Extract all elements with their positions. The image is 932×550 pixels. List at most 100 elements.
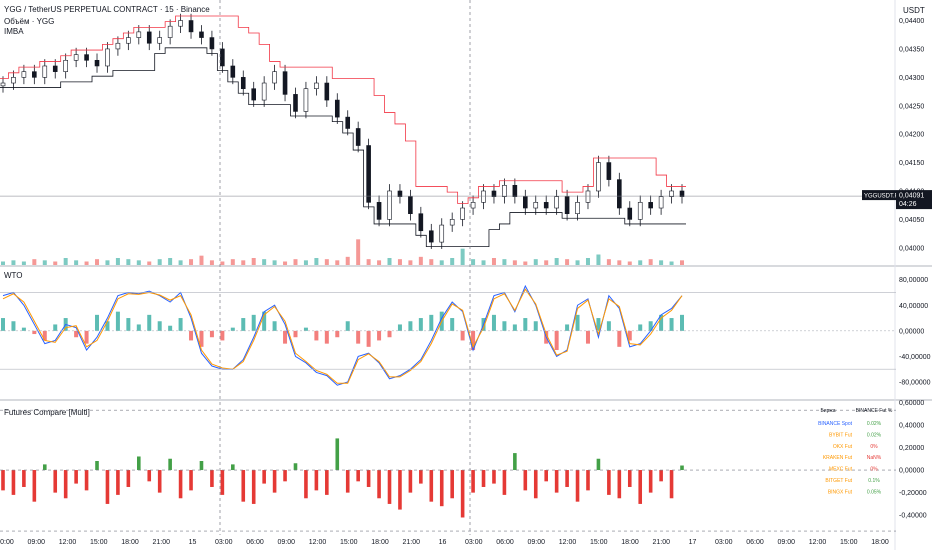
imba-legend[interactable]: IMBA <box>4 27 24 36</box>
candle-body <box>617 179 622 209</box>
candle-body <box>512 184 518 197</box>
volume-bar <box>512 260 517 265</box>
candle-body <box>126 37 131 44</box>
volume-bar <box>669 261 674 265</box>
futures-compare-bar <box>638 470 643 504</box>
volume-bar <box>283 261 288 265</box>
futures-compare-bar <box>293 463 298 471</box>
wto-tick-label: -40,00000 <box>899 354 931 361</box>
futures-compare-bar <box>565 470 569 487</box>
wto-tick-label: 80,00000 <box>899 277 928 284</box>
futures-compare-bar <box>481 470 486 487</box>
time-tick-label: 06:00 <box>496 539 514 546</box>
table-exchange-name: BYBIT Fut <box>829 432 853 438</box>
candle-body <box>648 202 653 209</box>
candle-body <box>669 190 674 197</box>
candle-body <box>63 59 68 72</box>
futures-compare-bar <box>575 470 580 502</box>
wto-histogram-bar <box>450 318 455 331</box>
time-tick-label: 12:00 <box>59 539 77 546</box>
futures-compare-bar <box>147 470 152 482</box>
candle-body <box>293 94 298 112</box>
wto-histogram-bar <box>262 311 267 331</box>
wto-histogram-bar <box>554 330 559 351</box>
volume-bar <box>471 259 476 265</box>
futures-compare-bar <box>586 470 590 491</box>
volume-bar <box>356 239 361 265</box>
price-pane[interactable] <box>0 13 686 249</box>
symbol-title[interactable]: YGG / TetherUS PERPETUAL CONTRACT · 15 ·… <box>4 5 210 14</box>
wto-tick-label: 0,00000 <box>899 328 924 335</box>
futures-compare-pane[interactable] <box>1 438 684 518</box>
table-exchange-value: 0.1% <box>868 478 880 484</box>
volume-bar <box>293 259 298 265</box>
table-exchange-name: KRAKEN Fut <box>823 455 853 461</box>
volume-bar <box>387 258 392 265</box>
futures-compare-bar <box>513 453 517 471</box>
candle-body <box>188 20 194 33</box>
time-tick-label: 09:00 <box>527 539 545 546</box>
wto-histogram-bar <box>418 318 423 331</box>
wto-histogram-bar <box>74 330 79 338</box>
candle-body <box>408 196 413 215</box>
candle-body <box>376 202 382 220</box>
wto-line-2 <box>2 288 683 384</box>
candle-body <box>658 196 664 209</box>
wto-histogram-bar <box>84 330 89 344</box>
wto-histogram-bar <box>157 321 162 331</box>
wto-histogram-bar <box>502 321 507 331</box>
futures-compare-bar <box>325 470 329 495</box>
volume-bar <box>147 261 152 265</box>
candle-body <box>596 162 601 192</box>
wto-histogram-bar <box>533 321 538 331</box>
wto-histogram-bar <box>11 321 16 331</box>
currency-label[interactable]: USDT <box>903 6 925 15</box>
futures-compare-bar <box>648 470 653 493</box>
futures-compare-legend[interactable]: Futures Compare [Multi] <box>4 408 90 417</box>
candle-body <box>209 37 215 50</box>
imba-lower-line <box>0 47 686 248</box>
candle-body <box>272 71 277 84</box>
volume-bar <box>554 258 559 265</box>
futures-compare-table: Биржа BINANCE Fut % BINANCE Spot 0.02% BYBIT… <box>818 408 893 495</box>
futures-compare-bar <box>84 470 89 491</box>
futures-compare-bar <box>680 465 684 471</box>
volume-bar <box>617 260 622 265</box>
futures-tick-label: 0,00000 <box>899 468 924 475</box>
futures-compare-bar <box>335 438 340 471</box>
volume-bar <box>502 259 507 265</box>
price-tick-label: 0,04250 <box>899 103 924 110</box>
volume-bar <box>450 258 455 265</box>
volume-bar <box>575 260 580 265</box>
time-tick-label: 03:00 <box>465 539 483 546</box>
futures-compare-bar <box>11 470 16 495</box>
volume-bar <box>189 259 194 265</box>
futures-compare-bar <box>345 470 350 493</box>
time-tick-label: 12:00 <box>809 539 827 546</box>
wto-histogram-bar <box>324 330 329 344</box>
volume-bar <box>230 259 235 265</box>
volume-legend[interactable]: Объём · YGG <box>4 17 55 26</box>
volume-bar <box>303 260 308 265</box>
wto-histogram-bar <box>638 324 643 331</box>
volume-bar <box>377 260 382 265</box>
wto-histogram-bar <box>42 330 47 341</box>
wto-histogram-bar <box>606 321 611 331</box>
volume-bar <box>523 261 528 265</box>
futures-compare-bar <box>471 470 475 493</box>
wto-histogram-bar <box>585 330 590 344</box>
candle-body <box>564 196 570 215</box>
candle-body <box>115 42 121 50</box>
futures-compare-bar <box>283 470 287 482</box>
candle-body <box>0 82 6 87</box>
wto-legend[interactable]: WTO <box>4 271 23 280</box>
volume-bar <box>105 260 110 265</box>
futures-compare-bar <box>74 470 78 484</box>
volume-bar <box>178 260 183 265</box>
wto-pane[interactable] <box>1 284 684 386</box>
price-tick-label: 0,04050 <box>899 217 924 224</box>
wto-histogram-bar <box>95 314 100 331</box>
wto-histogram-bar <box>491 314 496 331</box>
futures-compare-bar <box>419 470 423 484</box>
